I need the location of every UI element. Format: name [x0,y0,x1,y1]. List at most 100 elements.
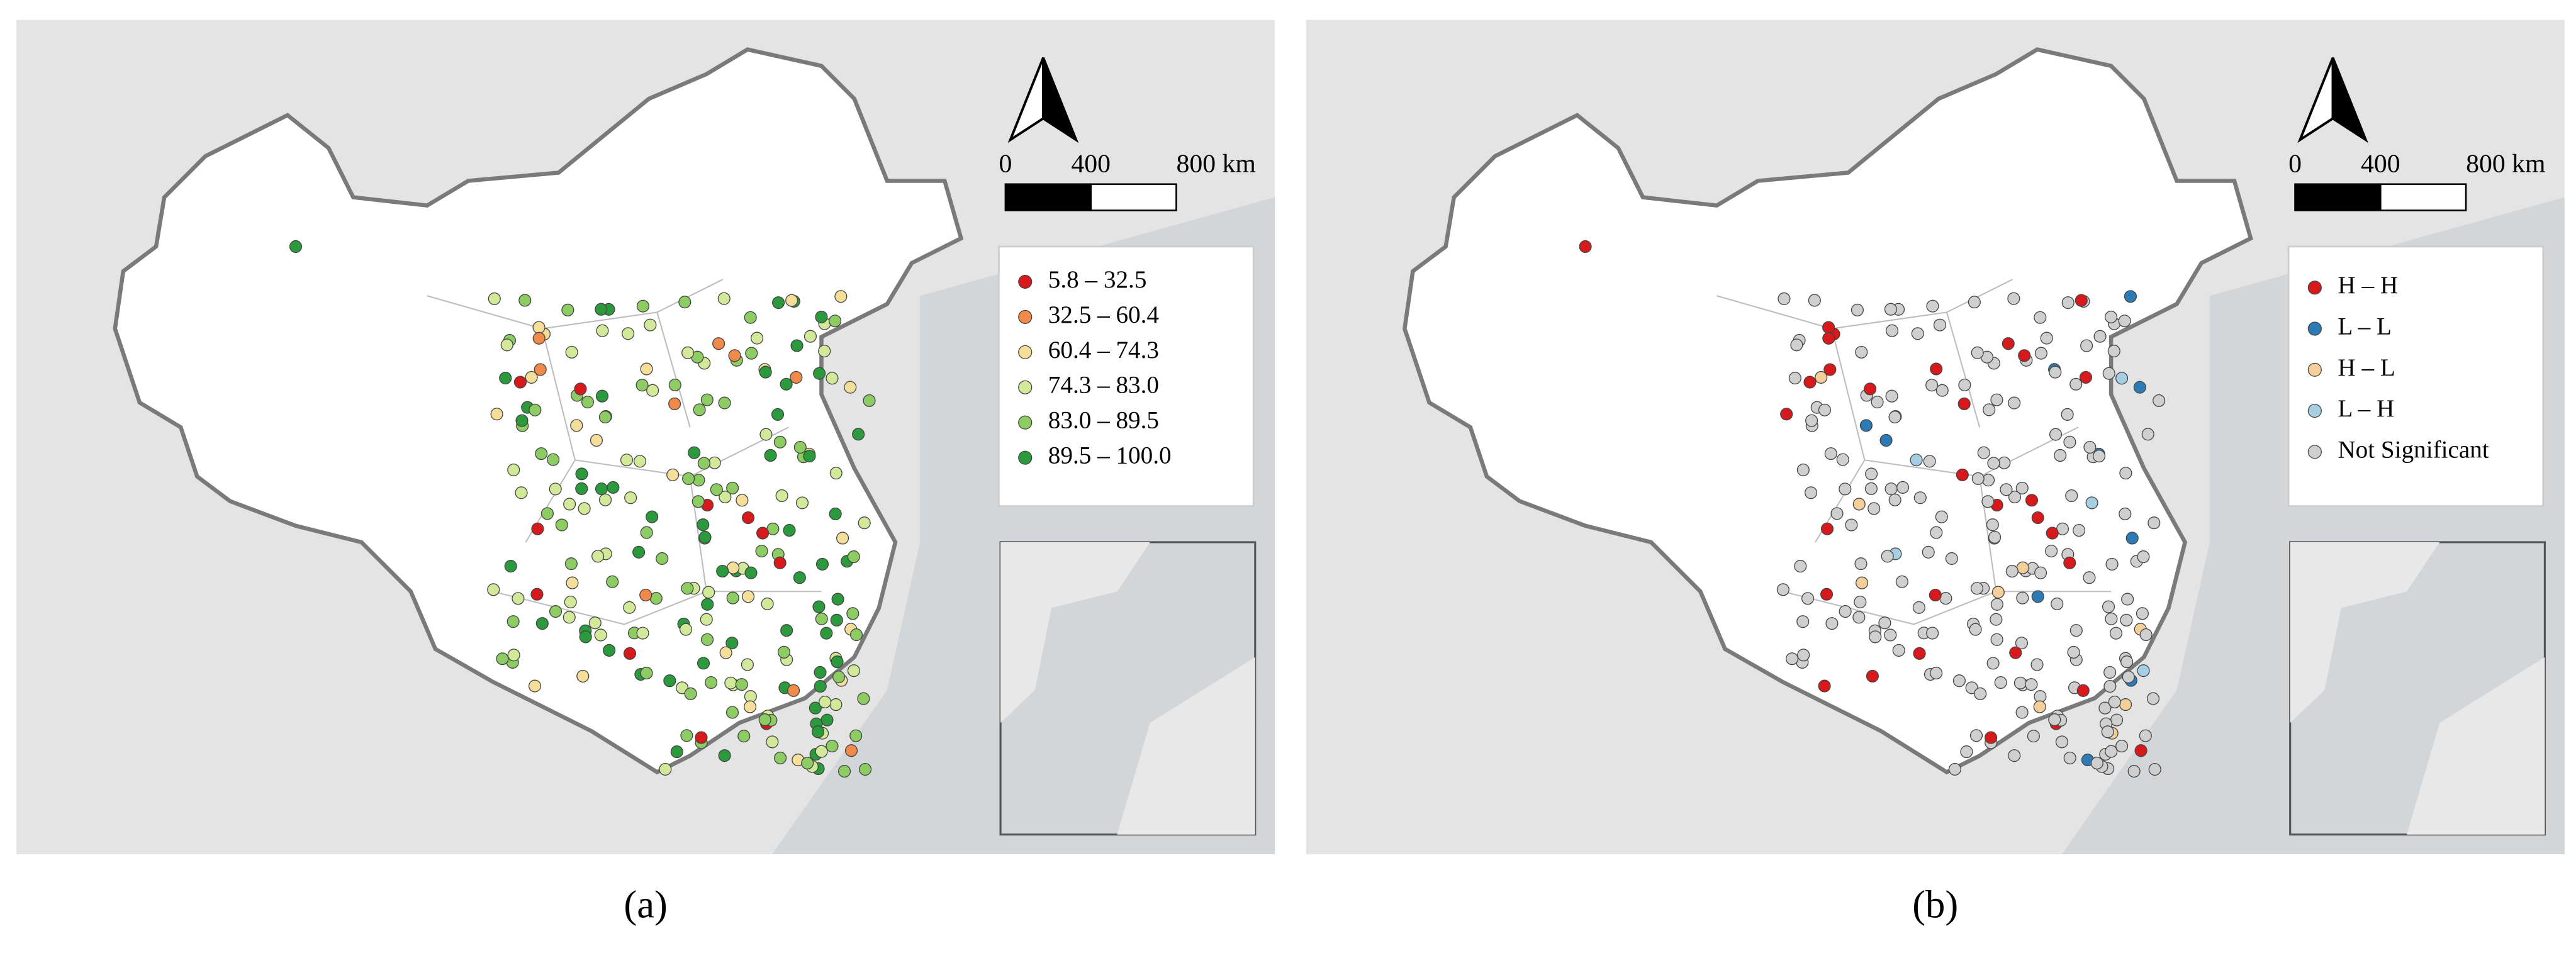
site-point [708,456,721,469]
site-point [500,338,513,352]
site-point [525,371,538,384]
site-point [632,545,646,559]
panel-caption: (b) [1912,883,1958,927]
site-point [2061,408,2074,421]
site-point [1926,299,1939,313]
site-point [529,403,542,416]
site-point [1864,482,1878,495]
site-point [775,489,788,503]
site-point [1780,408,1793,421]
legend-marker [2307,281,2322,295]
legend-marker [1018,274,1033,289]
site-point [2069,377,2083,391]
site-point [737,730,751,743]
site-point [2000,483,2013,496]
site-point [2107,345,2120,358]
site-point [640,526,653,539]
site-point [678,296,692,309]
site-point [1896,481,1910,494]
site-point [2075,294,2088,307]
site-point [2016,561,2029,574]
site-point [1794,560,1807,573]
site-point [535,447,548,460]
site-point [1820,522,1834,535]
site-point [745,347,758,360]
site-point [783,524,796,537]
scale-label: 0 [2288,150,2302,179]
site-point [598,410,612,424]
north-arrow [2331,57,2368,143]
site-point [1822,332,1835,345]
site-point [624,491,637,504]
site-point [2120,613,2133,627]
site-point [718,396,731,410]
site-point [1968,296,1981,309]
site-point [1990,393,2003,406]
site-point [649,592,663,605]
legend-marker [2307,321,2322,336]
site-point [2002,337,2015,350]
site-point [859,762,872,776]
site-point [512,592,525,605]
scale-label: 800 km [1176,150,1255,179]
legend-marker [1018,380,1033,394]
site-point [2063,556,2076,569]
site-point [513,376,527,389]
site-point [844,381,857,394]
site-point [700,393,714,406]
site-point [663,674,676,688]
site-point [1926,627,1939,640]
site-point [2073,524,2086,537]
site-point [594,628,607,642]
site-point [1884,628,1897,642]
site-point [716,564,729,578]
site-point [579,630,592,644]
site-point [487,583,500,596]
site-point [2031,590,2044,603]
site-point [1865,467,1878,481]
site-point [1994,676,2007,689]
site-point [578,502,591,515]
site-point [2101,725,2114,738]
site-point [2136,607,2149,620]
site-point [863,394,876,407]
site-point [761,597,774,611]
site-point [815,612,828,625]
site-point [2118,315,2131,328]
site-point [596,324,609,337]
site-point [666,468,680,481]
site-point [831,593,844,606]
site-point [736,494,749,507]
site-point [1960,745,1973,759]
site-point [1797,649,1810,662]
site-point [595,303,608,316]
site-point [1948,762,1962,776]
legend-label: 60.4 – 74.3 [1048,337,1159,364]
site-point [2065,489,2078,503]
site-point [1990,633,2003,646]
site-point [1885,389,1898,403]
site-point [2109,627,2123,640]
site-point [1990,613,2003,626]
site-point [576,669,590,683]
site-point [2148,762,2161,776]
site-point [1852,498,1866,511]
site-point [819,695,832,709]
site-point [646,384,659,397]
site-point [549,482,562,496]
site-point [2054,449,2067,462]
site-point [534,363,547,376]
site-point [742,590,755,603]
site-point [2045,544,2058,558]
site-point [639,588,652,602]
site-point [1854,595,1867,609]
site-point [829,315,842,328]
site-point [540,507,554,520]
site-point [1822,321,1835,334]
site-point [668,397,681,411]
site-point [499,372,512,385]
site-point [2008,491,2022,504]
site-point [764,449,777,462]
site-point [565,345,578,359]
